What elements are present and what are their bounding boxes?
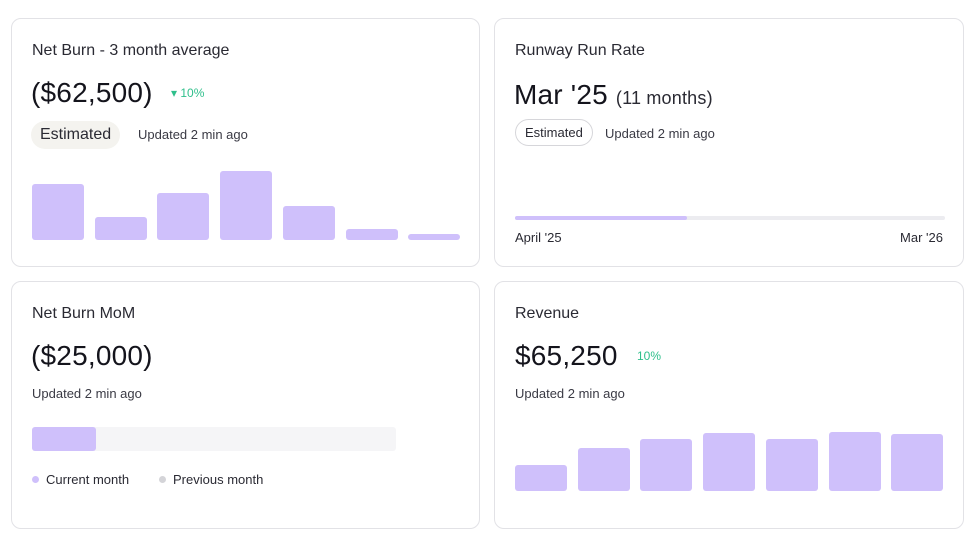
current-month-dot-icon bbox=[32, 476, 39, 484]
chart-bar bbox=[408, 234, 461, 240]
chart-bar bbox=[640, 439, 693, 491]
chart-bar bbox=[515, 465, 567, 491]
chart-bar bbox=[220, 171, 273, 240]
card-title: Revenue bbox=[515, 305, 580, 322]
legend-label: Previous month bbox=[173, 472, 264, 487]
card-title: Net Burn - 3 month average bbox=[32, 42, 230, 59]
change-indicator: ▾ 10% bbox=[171, 86, 205, 100]
estimated-badge: Estimated bbox=[515, 119, 593, 146]
updated-timestamp: Updated 2 min ago bbox=[138, 127, 248, 142]
updated-timestamp: Updated 2 min ago bbox=[32, 386, 142, 401]
card-revenue[interactable]: Revenue $65,250 10% Updated 2 min ago bbox=[494, 281, 964, 529]
card-net-burn-average[interactable]: Net Burn - 3 month average ($62,500) ▾ 1… bbox=[11, 18, 480, 267]
change-indicator: 10% bbox=[637, 349, 662, 363]
runway-end-label: Mar '26 bbox=[900, 230, 943, 245]
card-runway-run-rate[interactable]: Runway Run Rate Mar '25 (11 months) Esti… bbox=[494, 18, 964, 267]
updated-timestamp: Updated 2 min ago bbox=[515, 386, 625, 401]
card-title: Runway Run Rate bbox=[515, 42, 645, 59]
chart-bar bbox=[891, 434, 944, 491]
revenue-amount: $65,250 bbox=[515, 340, 618, 371]
previous-month-dot-icon bbox=[159, 476, 166, 484]
card-net-burn-mom[interactable]: Net Burn MoM ($25,000) Updated 2 min ago… bbox=[11, 281, 480, 529]
chart-bar bbox=[282, 206, 335, 240]
chart-bar bbox=[94, 217, 147, 240]
runway-date: Mar '25 (11 months) bbox=[514, 79, 713, 111]
runway-progress-track bbox=[515, 216, 945, 220]
runway-progress-fill bbox=[515, 216, 687, 220]
runway-duration: (11 months) bbox=[615, 88, 713, 108]
chart-bar bbox=[157, 193, 210, 240]
chart-bar bbox=[577, 448, 630, 491]
legend-current-month: Current month bbox=[32, 472, 129, 487]
legend-previous-month: Previous month bbox=[159, 472, 263, 487]
chart-bar bbox=[765, 439, 818, 491]
net-burn-average-amount: ($62,500) bbox=[31, 77, 153, 108]
runway-month: Mar '25 bbox=[514, 79, 608, 110]
card-title: Net Burn MoM bbox=[32, 305, 136, 322]
net-burn-mom-amount: ($25,000) bbox=[31, 340, 153, 371]
updated-timestamp: Updated 2 min ago bbox=[605, 126, 715, 141]
runway-start-label: April '25 bbox=[515, 230, 562, 245]
mom-comparison-track bbox=[32, 427, 396, 451]
chart-bar bbox=[32, 184, 84, 240]
chart-bar bbox=[703, 433, 756, 491]
legend-label: Current month bbox=[46, 472, 130, 487]
estimated-badge: Estimated bbox=[31, 121, 121, 149]
current-month-fill bbox=[32, 427, 97, 451]
chart-bar bbox=[345, 229, 398, 240]
chart-bar bbox=[828, 432, 881, 491]
